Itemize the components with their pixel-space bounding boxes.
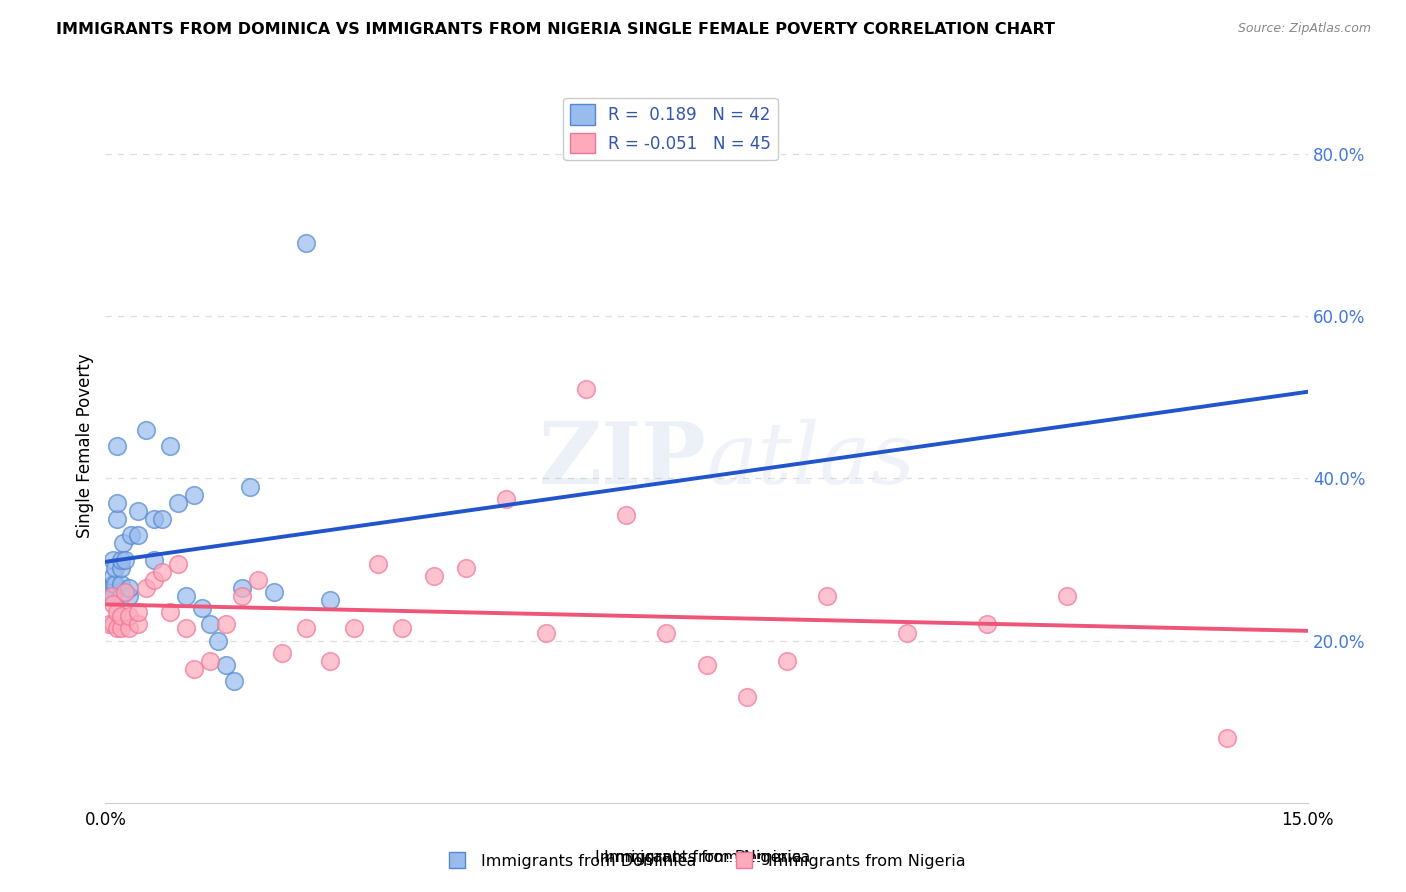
Point	[107, 496, 129, 510]
Text: Immigrants from Nigeria: Immigrants from Nigeria	[605, 850, 801, 865]
Point	[239, 479, 262, 493]
Point	[101, 585, 124, 599]
Point	[98, 589, 121, 603]
Point	[214, 617, 236, 632]
Point	[263, 585, 285, 599]
Point	[150, 565, 173, 579]
Point	[159, 439, 181, 453]
Point	[142, 512, 165, 526]
Point	[135, 581, 157, 595]
Point	[776, 654, 799, 668]
Point	[1056, 589, 1078, 603]
Point	[655, 625, 678, 640]
Point	[190, 601, 212, 615]
Point	[127, 617, 149, 632]
Point	[103, 552, 125, 566]
Point	[103, 617, 125, 632]
Point	[198, 617, 221, 632]
Point	[231, 581, 253, 595]
Point	[110, 622, 132, 636]
Point	[319, 654, 342, 668]
Legend: R =  0.189   N = 42, R = -0.051   N = 45: R = 0.189 N = 42, R = -0.051 N = 45	[564, 97, 778, 160]
Legend: Immigrants from Dominica, Immigrants from Nigeria: Immigrants from Dominica, Immigrants fro…	[434, 847, 972, 875]
Point	[142, 573, 165, 587]
Point	[118, 622, 141, 636]
Point	[343, 622, 366, 636]
Point	[127, 504, 149, 518]
Point	[896, 625, 918, 640]
Point	[270, 646, 292, 660]
Point	[976, 617, 998, 632]
Point	[107, 512, 129, 526]
Point	[114, 552, 136, 566]
Point	[295, 622, 318, 636]
Point	[110, 560, 132, 574]
Point	[207, 633, 229, 648]
Point	[222, 674, 245, 689]
Point	[423, 568, 446, 582]
Point	[142, 552, 165, 566]
Text: IMMIGRANTS FROM DOMINICA VS IMMIGRANTS FROM NIGERIA SINGLE FEMALE POVERTY CORREL: IMMIGRANTS FROM DOMINICA VS IMMIGRANTS F…	[56, 22, 1056, 37]
Point	[112, 536, 135, 550]
Point	[696, 657, 718, 672]
Point	[616, 508, 638, 522]
Point	[120, 528, 142, 542]
Point	[166, 496, 188, 510]
Point	[495, 491, 517, 506]
Point	[159, 605, 181, 619]
Point	[150, 512, 173, 526]
Point	[118, 581, 141, 595]
Point	[110, 589, 132, 603]
Text: Immigrants from Dominica: Immigrants from Dominica	[595, 850, 811, 865]
Point	[214, 657, 236, 672]
Y-axis label: Single Female Poverty: Single Female Poverty	[76, 354, 94, 538]
Point	[104, 577, 127, 591]
Text: ZIP: ZIP	[538, 418, 707, 502]
Point	[110, 552, 132, 566]
Text: Source: ZipAtlas.com: Source: ZipAtlas.com	[1237, 22, 1371, 36]
Point	[107, 605, 129, 619]
Point	[103, 568, 125, 582]
Point	[104, 560, 127, 574]
Point	[1216, 731, 1239, 745]
Point	[101, 581, 124, 595]
Point	[391, 622, 413, 636]
Point	[575, 382, 598, 396]
Point	[118, 589, 141, 603]
Point	[183, 488, 205, 502]
Point	[174, 589, 197, 603]
Point	[118, 609, 141, 624]
Point	[815, 589, 838, 603]
Point	[98, 585, 121, 599]
Point	[534, 625, 557, 640]
Point	[98, 617, 121, 632]
Point	[166, 557, 188, 571]
Point	[319, 593, 342, 607]
Point	[107, 622, 129, 636]
Point	[198, 654, 221, 668]
Point	[101, 589, 124, 603]
Point	[174, 622, 197, 636]
Point	[103, 597, 125, 611]
Point	[127, 605, 149, 619]
Point	[103, 589, 125, 603]
Point	[246, 573, 269, 587]
Point	[114, 585, 136, 599]
Point	[127, 528, 149, 542]
Point	[110, 577, 132, 591]
Point	[295, 236, 318, 251]
Point	[367, 557, 389, 571]
Point	[107, 439, 129, 453]
Point	[183, 662, 205, 676]
Point	[454, 560, 477, 574]
Text: atlas: atlas	[707, 419, 915, 501]
Point	[103, 577, 125, 591]
Point	[110, 609, 132, 624]
Point	[231, 589, 253, 603]
Point	[135, 423, 157, 437]
Point	[735, 690, 758, 705]
